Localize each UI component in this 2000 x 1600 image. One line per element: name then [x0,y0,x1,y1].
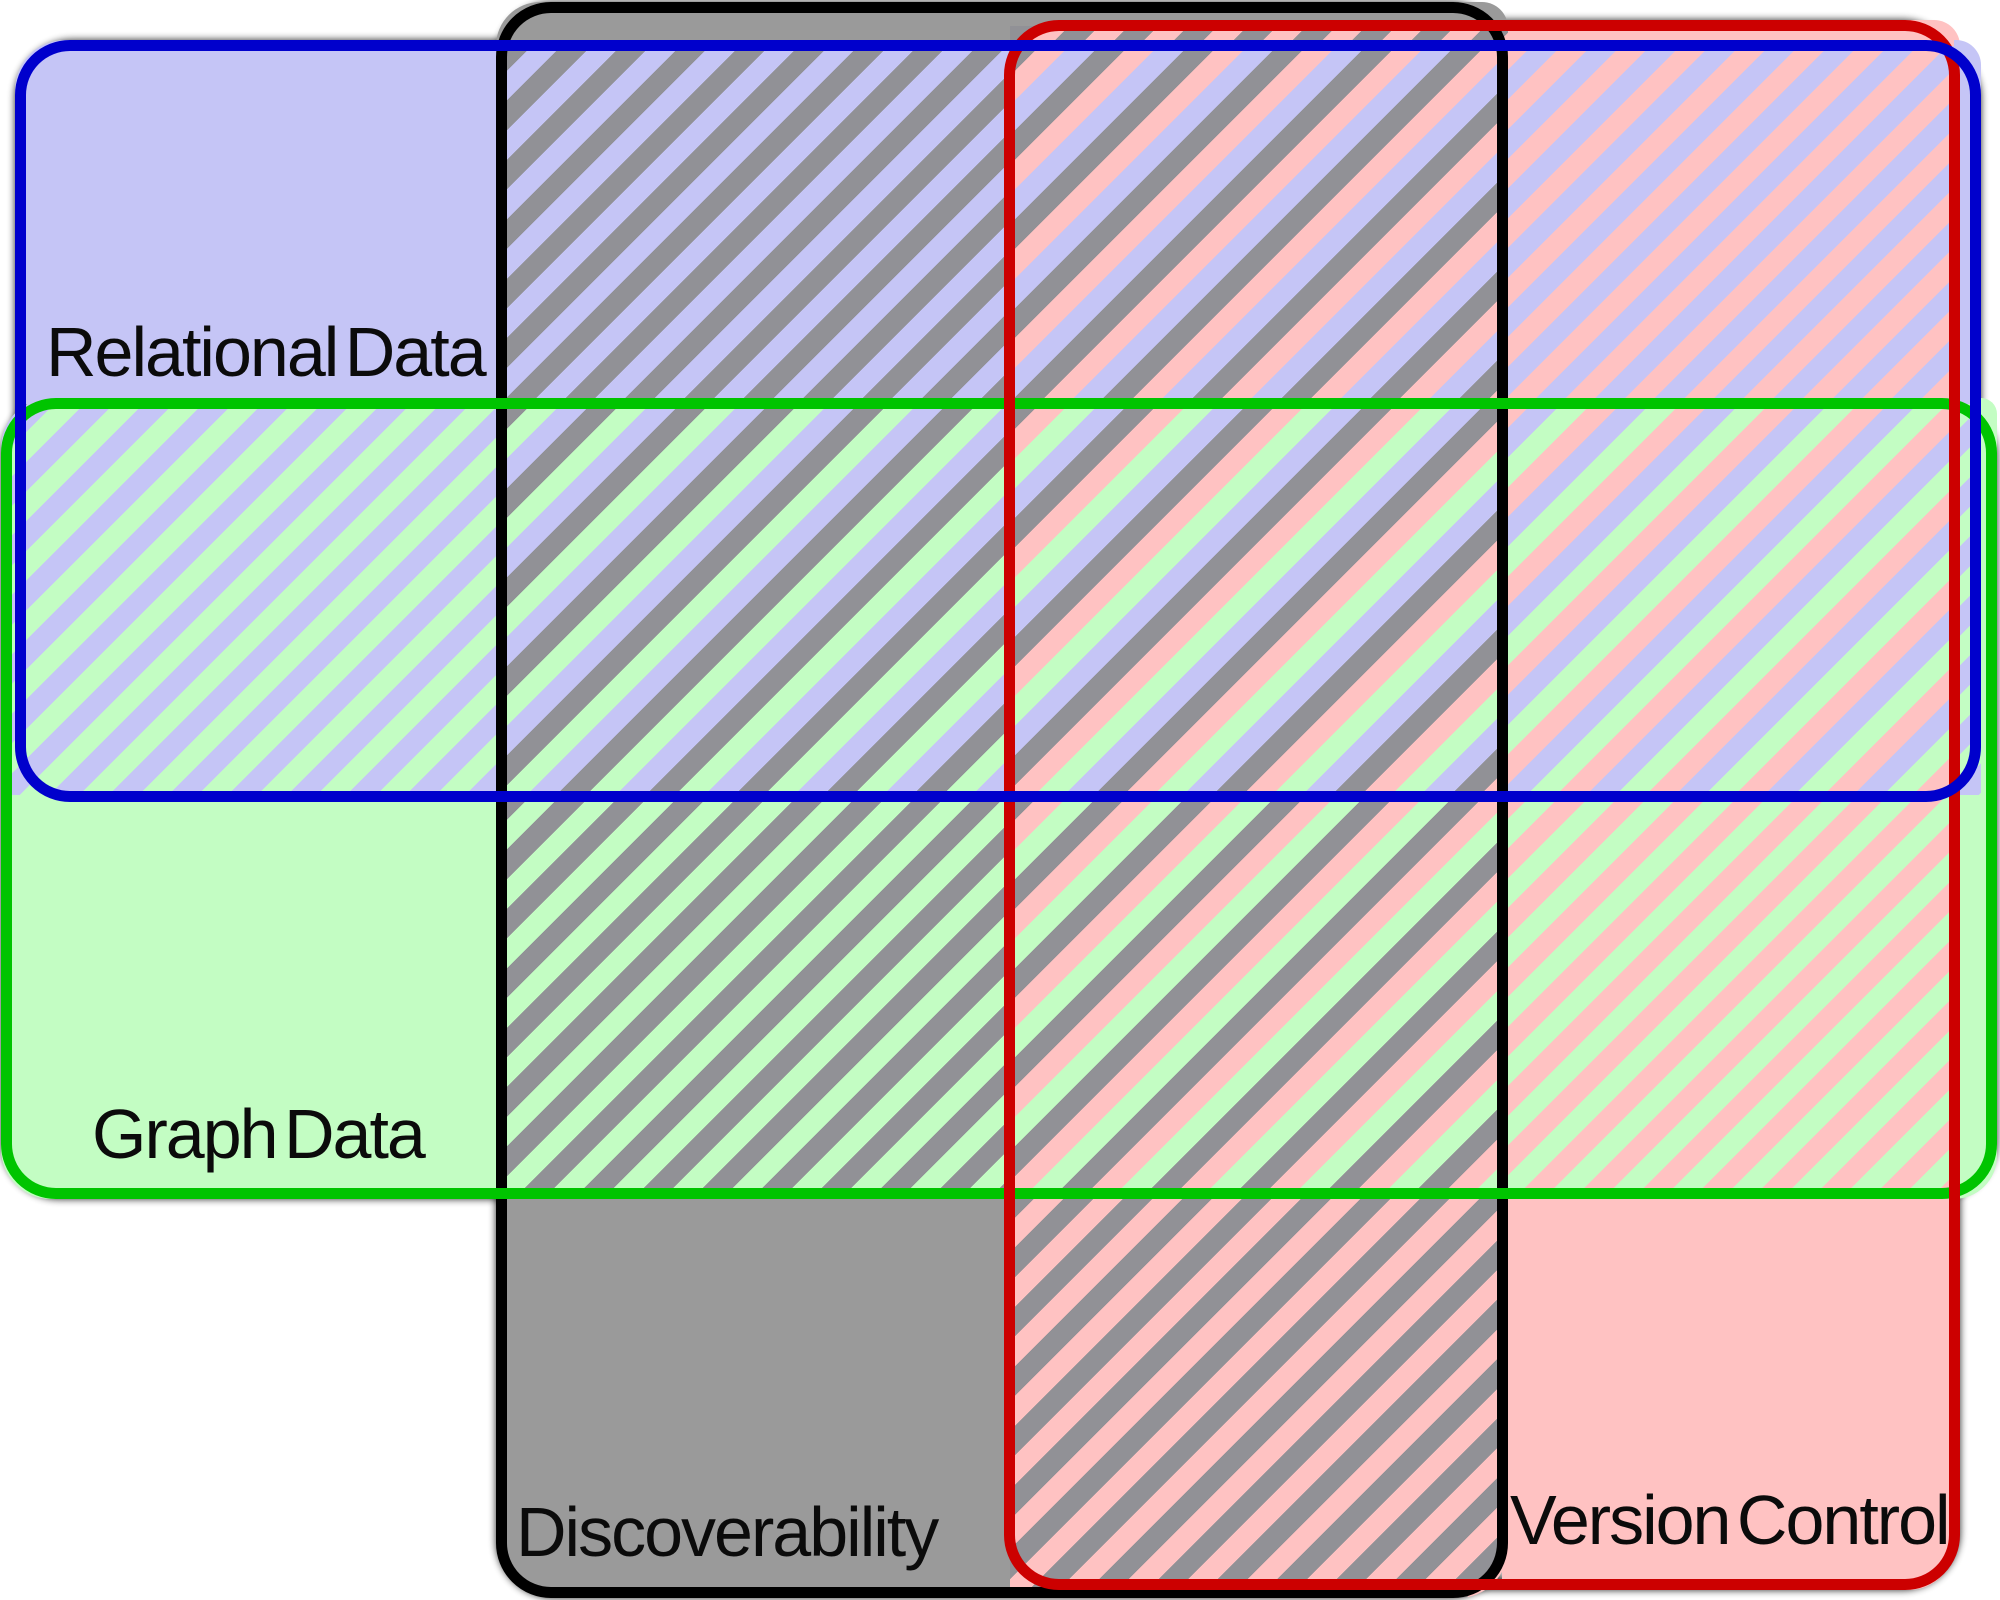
region-relational-version [1502,46,1954,404]
version-control-label: Version Control [1510,1481,1951,1559]
graph-set-outline [1,398,1997,1199]
region-graph-only [1,795,502,1199]
graph-data-label: Graph Data [92,1095,426,1173]
region-relational-discoverability [502,46,1010,404]
region-relational-graph-discoverability [502,404,1010,795]
region-discoverability-bottom [502,1193,1010,1598]
region-relational-only [15,40,502,404]
version-set-outline [1004,20,1960,1590]
region-relational-graph-version [1502,404,1954,795]
region-version-only [1502,1193,1954,1590]
region-graph-version [1502,795,1954,1193]
relational-data-label: Relational Data [46,313,487,391]
discoverability-label: Discoverability [516,1493,939,1571]
relational-set-outline [15,40,1981,802]
region-graph-discoverability-version [1010,795,1502,1193]
region-relational-graph [1,398,502,795]
region-relational-discoverability-version [1010,46,1502,404]
region-graph-discoverability [502,795,1010,1193]
region-all-four [1010,404,1502,795]
region-discoverability-version-bottom [1010,1193,1508,1598]
